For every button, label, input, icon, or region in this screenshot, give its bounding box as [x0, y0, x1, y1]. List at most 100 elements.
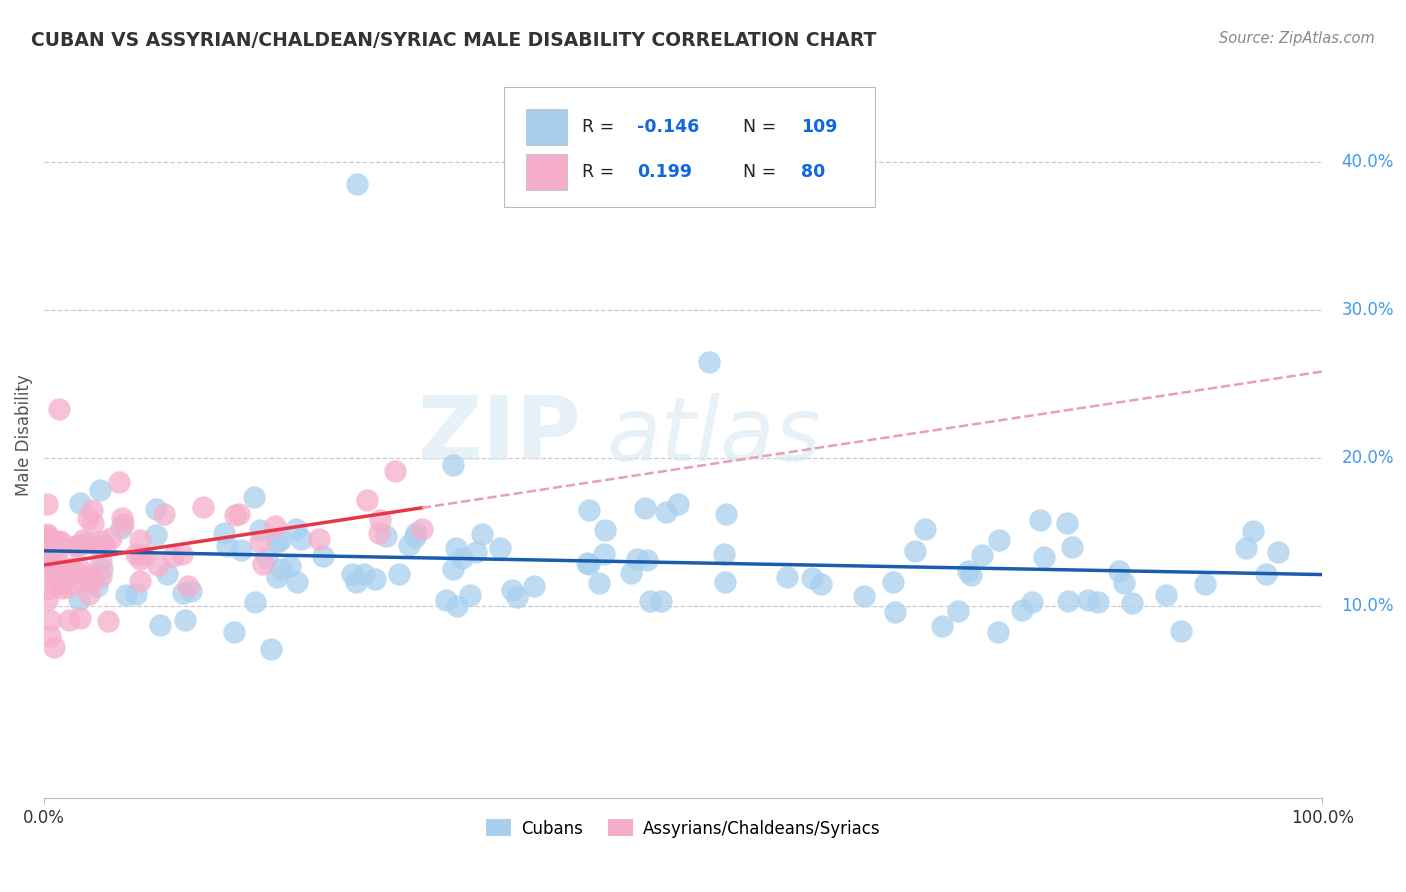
Point [388, 567, 411, 582]
Point [441, 458, 464, 473]
Point [72, 533, 94, 547]
Point [411, 522, 433, 536]
Point [634, 501, 657, 516]
Point [451, 551, 474, 566]
Point [264, 519, 287, 533]
FancyBboxPatch shape [505, 87, 875, 207]
Point [1256, 566, 1278, 581]
Text: 0.199: 0.199 [637, 163, 692, 181]
Point [270, 562, 292, 576]
Point [931, 618, 953, 632]
Point [1087, 594, 1109, 608]
Point [222, 624, 245, 639]
Point [284, 522, 307, 536]
Point [1077, 592, 1099, 607]
Point [1121, 596, 1143, 610]
Point [100, 531, 122, 545]
Point [69, 496, 91, 510]
Text: 40.0%: 40.0% [1341, 153, 1393, 170]
Point [67, 593, 90, 607]
Point [340, 566, 363, 581]
Point [94, 539, 117, 553]
Point [39, 629, 62, 643]
Point [156, 567, 179, 582]
Point [290, 532, 312, 546]
Point [506, 590, 529, 604]
Point [66, 539, 89, 553]
Point [63, 539, 86, 553]
Point [80, 502, 103, 516]
Point [37, 552, 59, 566]
Point [125, 547, 148, 561]
Point [501, 583, 523, 598]
Point [149, 617, 172, 632]
Point [162, 549, 184, 563]
Point [44, 564, 66, 578]
Point [132, 548, 155, 562]
Point [446, 541, 468, 556]
Point [1112, 576, 1135, 591]
Point [215, 540, 238, 554]
Point [90, 562, 112, 576]
Legend: Cubans, Assyrians/Chaldeans/Syriacs: Cubans, Assyrians/Chaldeans/Syriacs [479, 813, 887, 844]
Point [35, 529, 58, 543]
Point [1056, 516, 1078, 531]
Point [398, 538, 420, 552]
Text: R =: R = [582, 163, 620, 181]
Point [172, 586, 194, 600]
Point [987, 624, 1010, 639]
Point [970, 548, 993, 562]
Point [697, 354, 720, 368]
Point [914, 522, 936, 536]
Point [35, 560, 58, 574]
Point [592, 547, 614, 561]
Point [44, 640, 66, 655]
Point [353, 567, 375, 582]
Point [713, 547, 735, 561]
Point [212, 525, 235, 540]
Point [356, 493, 378, 508]
Point [152, 507, 174, 521]
Point [70, 573, 93, 587]
Text: atlas: atlas [606, 392, 821, 479]
Text: ZIP: ZIP [418, 392, 581, 479]
Point [45, 546, 67, 560]
Point [38, 613, 60, 627]
Point [1108, 564, 1130, 578]
Point [49, 533, 72, 548]
Point [578, 502, 600, 516]
Text: R =: R = [582, 118, 620, 136]
Point [60, 567, 83, 582]
Point [48, 573, 70, 587]
Point [249, 534, 271, 549]
Point [174, 613, 197, 627]
Point [129, 574, 152, 588]
Point [1156, 588, 1178, 602]
Point [853, 590, 876, 604]
Point [1021, 595, 1043, 609]
Point [228, 508, 250, 522]
Point [90, 569, 112, 583]
Point [636, 552, 658, 566]
Point [145, 501, 167, 516]
Point [810, 577, 832, 591]
Point [1194, 577, 1216, 591]
Point [626, 552, 648, 566]
Point [883, 605, 905, 619]
Point [44, 549, 66, 564]
Point [44, 538, 66, 552]
Point [79, 567, 101, 582]
Point [110, 521, 132, 535]
Point [49, 536, 72, 550]
Bar [526, 109, 567, 145]
Point [114, 588, 136, 602]
Point [364, 572, 387, 586]
Text: 80: 80 [800, 163, 825, 181]
Point [266, 534, 288, 549]
Point [713, 575, 735, 590]
Point [58, 613, 80, 627]
Point [89, 483, 111, 497]
Point [180, 584, 202, 599]
Point [243, 595, 266, 609]
Point [716, 507, 738, 521]
